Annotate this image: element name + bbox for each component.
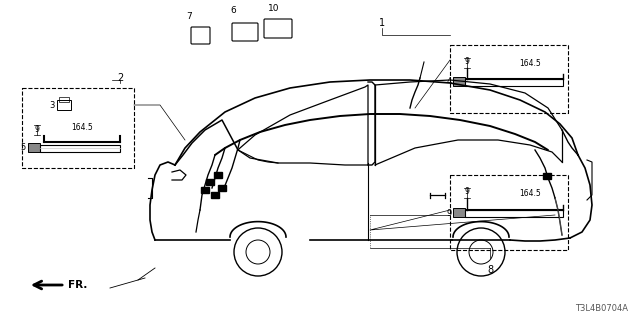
Text: 164.5: 164.5 <box>519 59 541 68</box>
Bar <box>450 45 568 113</box>
Text: FR.: FR. <box>68 280 88 290</box>
Bar <box>59 97 69 102</box>
Bar <box>453 208 465 217</box>
Text: 5: 5 <box>20 143 26 153</box>
Text: 4: 4 <box>447 77 452 86</box>
Bar <box>453 77 465 86</box>
Text: 1: 1 <box>379 18 385 28</box>
Bar <box>28 143 40 152</box>
Bar <box>450 175 568 250</box>
Bar <box>57 100 71 110</box>
Text: 2: 2 <box>117 73 123 83</box>
Text: 9: 9 <box>447 210 452 219</box>
Bar <box>206 179 214 185</box>
Text: T3L4B0704A: T3L4B0704A <box>575 304 628 313</box>
Text: 164.5: 164.5 <box>519 188 541 197</box>
Text: 6: 6 <box>231 6 236 15</box>
Text: 8: 8 <box>487 265 493 275</box>
Text: 9: 9 <box>35 125 40 134</box>
Bar <box>465 79 563 86</box>
Bar <box>543 173 551 179</box>
Bar <box>465 210 563 217</box>
Text: 10: 10 <box>268 4 279 13</box>
Text: 7: 7 <box>186 12 191 21</box>
Text: 9: 9 <box>465 188 469 196</box>
Bar <box>214 172 222 178</box>
Bar <box>211 192 219 198</box>
Text: 164.5: 164.5 <box>71 124 93 132</box>
Text: 3: 3 <box>50 100 55 109</box>
Bar <box>40 145 120 152</box>
Bar <box>22 88 134 168</box>
Bar <box>218 185 226 191</box>
Text: 9: 9 <box>465 58 469 67</box>
Bar <box>201 187 209 193</box>
